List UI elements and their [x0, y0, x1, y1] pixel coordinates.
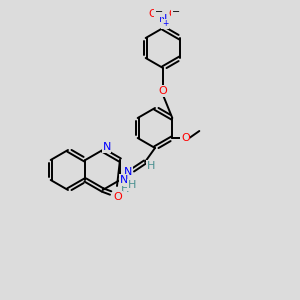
Text: O: O [148, 9, 158, 19]
Text: −: − [155, 7, 163, 17]
Text: O: O [181, 133, 190, 143]
Text: H: H [147, 161, 155, 171]
Text: N: N [124, 167, 132, 177]
Text: −: − [172, 7, 180, 17]
Text: H: H [128, 180, 136, 190]
Text: H: H [121, 184, 129, 194]
Text: N: N [120, 175, 128, 185]
Text: O: O [113, 192, 122, 202]
Text: N: N [103, 142, 111, 152]
Text: N: N [159, 14, 167, 24]
Text: +: + [162, 20, 168, 28]
Text: O: O [159, 86, 167, 96]
Text: O: O [169, 9, 177, 19]
